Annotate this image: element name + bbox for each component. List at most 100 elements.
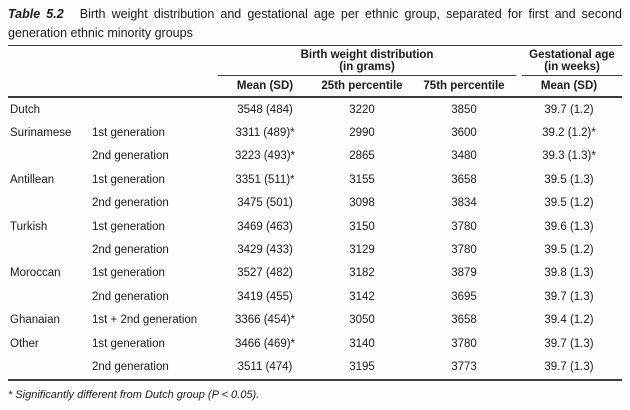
table-row: 2nd generation 3223 (493)* 2865 3480 39.… <box>8 145 622 168</box>
cell-gestational-age-mean-sd: 39.5 (1.3) <box>544 173 594 186</box>
cell-birth-weight-mean-sd: 3419 (455) <box>237 290 293 303</box>
cell-25th-percentile: 3140 <box>349 337 375 350</box>
column-header-75th-percentile: 75th percentile <box>423 80 505 92</box>
cell-25th-percentile: 3098 <box>349 197 375 210</box>
cell-generation: 2nd generation <box>92 150 169 163</box>
table-row: 2nd generation 3475 (501) 3098 3834 39.5… <box>8 192 622 215</box>
cell-generation: 1st + 2nd generation <box>92 314 198 327</box>
cell-gestational-age-mean-sd: 39.8 (1.3) <box>544 267 594 280</box>
table-caption: Table 5.2 Birth weight distribution and … <box>8 5 622 43</box>
table-row: Turkish 1st generation 3469 (463) 3150 3… <box>8 215 622 238</box>
column-header-mean-sd: Mean (SD) <box>236 80 294 92</box>
cell-gestational-age-mean-sd: 39.7 (1.3) <box>544 290 594 303</box>
cell-birth-weight-mean-sd: 3527 (482) <box>237 267 293 280</box>
table-footnote: * Significantly different from Dutch gro… <box>8 388 260 401</box>
cell-75th-percentile: 3834 <box>451 197 477 210</box>
cell-generation: 1st generation <box>92 220 165 233</box>
cell-25th-percentile: 3150 <box>349 220 375 233</box>
table-number-label: Table 5.2 <box>8 7 64 21</box>
cell-25th-percentile: 3129 <box>349 244 375 257</box>
cell-ethnic-group: Turkish <box>10 220 48 233</box>
cell-gestational-age-mean-sd: 39.3 (1.3)* <box>542 150 596 163</box>
cell-birth-weight-mean-sd: 3311 (489)* <box>235 127 295 140</box>
caption-line-1: Table 5.2 Birth weight distribution and … <box>8 5 622 24</box>
cell-generation: 1st generation <box>92 127 165 140</box>
cell-birth-weight-mean-sd: 3475 (501) <box>237 197 293 210</box>
data-table: Birth weight distribution (in grams) Ges… <box>8 45 622 381</box>
cell-birth-weight-mean-sd: 3469 (463) <box>237 220 293 233</box>
cell-75th-percentile: 3773 <box>451 360 477 373</box>
cell-75th-percentile: 3658 <box>451 314 477 327</box>
cell-birth-weight-mean-sd: 3223 (493)* <box>234 150 296 163</box>
cell-gestational-age-mean-sd: 39.7 (1.2) <box>544 103 594 116</box>
cell-75th-percentile: 3780 <box>451 220 477 233</box>
cell-ethnic-group: Surinamese <box>10 127 72 140</box>
cell-generation: 1st generation <box>92 337 165 350</box>
header-group-birth-weight-title: Birth weight distribution <box>300 49 434 61</box>
cell-generation: 1st generation <box>92 173 165 186</box>
cell-generation: 2nd generation <box>92 360 169 373</box>
table-row: Surinamese 1st generation 3311 (489)* 29… <box>8 121 622 144</box>
cell-birth-weight-mean-sd: 3466 (469)* <box>234 337 296 350</box>
cell-75th-percentile: 3600 <box>451 127 477 140</box>
cell-birth-weight-mean-sd: 3511 (474) <box>237 360 293 373</box>
header-group-row: Birth weight distribution (in grams) Ges… <box>8 46 622 76</box>
cell-gestational-age-mean-sd: 39.6 (1.3) <box>544 220 594 233</box>
cell-25th-percentile: 2990 <box>349 127 375 140</box>
cell-75th-percentile: 3658 <box>451 173 477 186</box>
column-header-ga-mean-sd: Mean (SD) <box>540 80 598 92</box>
cell-75th-percentile: 3480 <box>451 150 477 163</box>
cell-gestational-age-mean-sd: 39.4 (1.2) <box>544 314 594 327</box>
cell-generation: 2nd generation <box>92 197 169 210</box>
cell-ethnic-group: Dutch <box>10 103 41 116</box>
cell-ethnic-group: Other <box>10 337 39 350</box>
cell-ethnic-group: Ghanaian <box>10 314 60 327</box>
cell-birth-weight-mean-sd: 3548 (484) <box>237 103 293 116</box>
column-header-row: Mean (SD) 25th percentile 75th percentil… <box>8 76 622 96</box>
cell-birth-weight-mean-sd: 3351 (511)* <box>235 173 295 186</box>
header-group-gestational-age: Gestational age (in weeks) <box>522 46 622 76</box>
cell-gestational-age-mean-sd: 39.5 (1.2) <box>544 244 594 257</box>
cell-25th-percentile: 3182 <box>349 267 375 280</box>
column-header-25th-percentile: 25th percentile <box>321 80 403 92</box>
table-row: 2nd generation 3419 (455) 3142 3695 39.7… <box>8 285 622 308</box>
cell-75th-percentile: 3879 <box>451 267 477 280</box>
table-row: Moroccan 1st generation 3527 (482) 3182 … <box>8 262 622 285</box>
cell-75th-percentile: 3780 <box>451 244 477 257</box>
header-group-gestational-age-subtitle: (in weeks) <box>544 61 600 73</box>
table-header: Birth weight distribution (in grams) Ges… <box>8 46 622 98</box>
table-row: 2nd generation 3511 (474) 3195 3773 39.7… <box>8 355 622 378</box>
cell-ethnic-group: Antillean <box>10 173 55 186</box>
table-row: Dutch 3548 (484) 3220 3850 39.7 (1.2) <box>8 98 622 121</box>
cell-75th-percentile: 3780 <box>451 337 477 350</box>
cell-gestational-age-mean-sd: 39.5 (1.2) <box>544 197 594 210</box>
header-group-birth-weight-subtitle: (in grams) <box>339 61 395 73</box>
cell-gestational-age-mean-sd: 39.7 (1.3) <box>544 360 594 373</box>
caption-text-line1: Birth weight distribution and gestationa… <box>79 7 622 21</box>
header-group-birth-weight: Birth weight distribution (in grams) <box>218 46 516 76</box>
table-row: Ghanaian 1st + 2nd generation 3366 (454)… <box>8 309 622 332</box>
table-row: 2nd generation 3429 (433) 3129 3780 39.5… <box>8 238 622 261</box>
table-row: Other 1st generation 3466 (469)* 3140 37… <box>8 332 622 355</box>
table-body: Dutch 3548 (484) 3220 3850 39.7 (1.2) Su… <box>8 98 622 379</box>
cell-25th-percentile: 3155 <box>349 173 375 186</box>
cell-generation: 2nd generation <box>92 290 169 303</box>
cell-ethnic-group: Moroccan <box>10 267 61 280</box>
cell-gestational-age-mean-sd: 39.2 (1.2)* <box>542 127 596 140</box>
cell-25th-percentile: 3142 <box>349 290 375 303</box>
caption-text-line2: generation ethnic minority groups <box>8 26 193 40</box>
cell-generation: 1st generation <box>92 267 165 280</box>
cell-birth-weight-mean-sd: 3429 (433) <box>237 244 293 257</box>
header-group-gestational-age-title: Gestational age <box>529 49 615 61</box>
cell-25th-percentile: 2865 <box>349 150 375 163</box>
cell-generation: 2nd generation <box>92 244 169 257</box>
cell-birth-weight-mean-sd: 3366 (454)* <box>234 314 296 327</box>
cell-25th-percentile: 3050 <box>349 314 375 327</box>
cell-75th-percentile: 3695 <box>451 290 477 303</box>
cell-gestational-age-mean-sd: 39.7 (1.3) <box>544 337 594 350</box>
table-row: Antillean 1st generation 3351 (511)* 315… <box>8 168 622 191</box>
cell-25th-percentile: 3195 <box>349 360 375 373</box>
cell-25th-percentile: 3220 <box>349 103 375 116</box>
cell-75th-percentile: 3850 <box>451 103 477 116</box>
